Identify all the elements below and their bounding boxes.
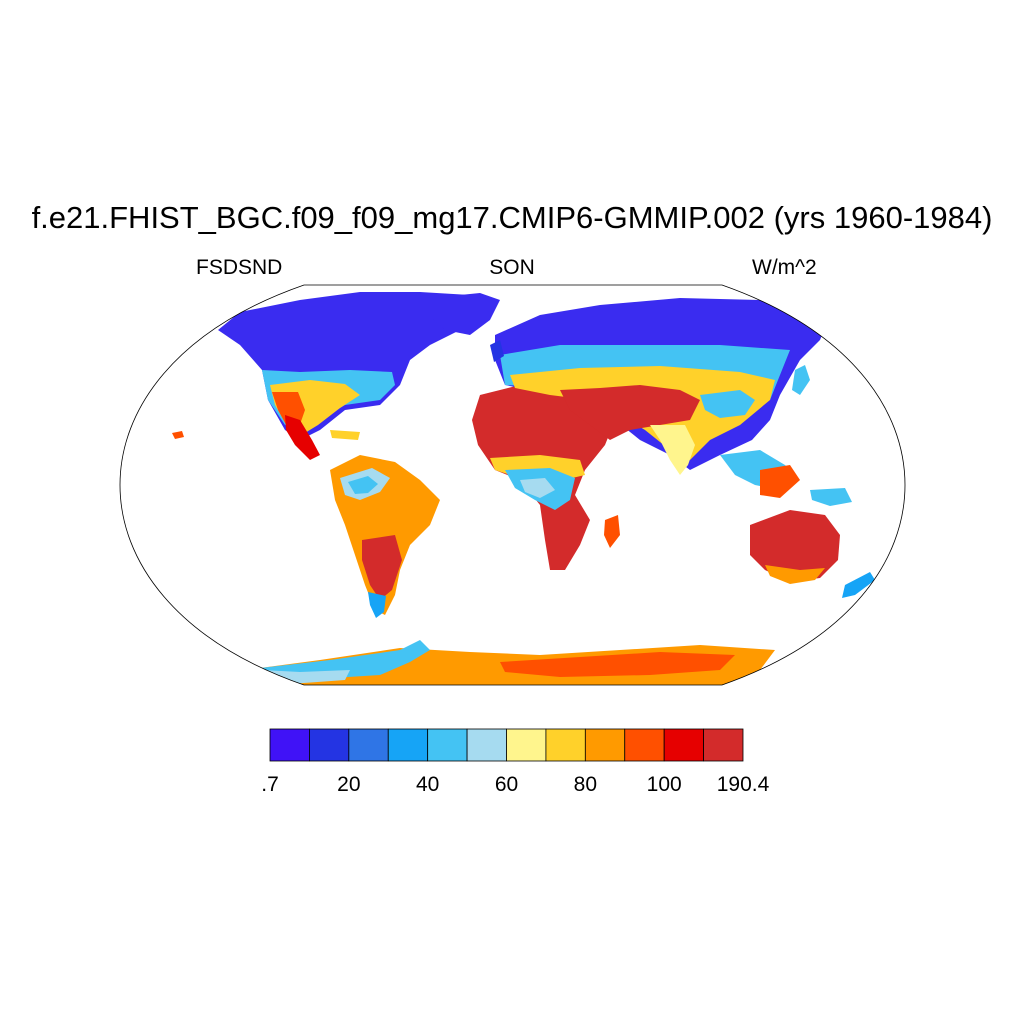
amazon-blue: [348, 476, 378, 494]
indonesia-islands: [760, 465, 800, 498]
japan-islands: [792, 365, 810, 395]
variable-label: FSDSND: [196, 256, 283, 279]
greenland-land: [430, 293, 500, 335]
units-label: W/m^2: [752, 256, 817, 279]
globe-outline: [119, 284, 906, 686]
south-america-south-hot: [362, 535, 402, 600]
madagascar-land: [604, 515, 620, 548]
new-guinea-land: [810, 488, 852, 506]
antarctica-core-hot: [500, 652, 735, 677]
season-label: SON: [489, 256, 535, 279]
australia-south-warm: [765, 565, 825, 584]
antarctica-peninsula-cool: [260, 640, 430, 680]
new-zealand-land: [842, 572, 875, 598]
australia-land: [750, 510, 840, 582]
caribbean-islands: [330, 430, 360, 440]
plot-title: f.e21.FHIST_BGC.f09_f09_mg17.CMIP6-GMMIP…: [31, 200, 993, 235]
land-layer: [172, 292, 875, 685]
central-africa-light: [520, 478, 555, 498]
india-land: [650, 425, 695, 475]
mexico-land: [285, 415, 320, 460]
uk-islands: [490, 340, 504, 362]
hawaii-island: [172, 431, 184, 439]
patagonia-cool: [368, 592, 386, 618]
tibet-cool: [700, 390, 755, 418]
middle-east-hot: [560, 385, 700, 440]
